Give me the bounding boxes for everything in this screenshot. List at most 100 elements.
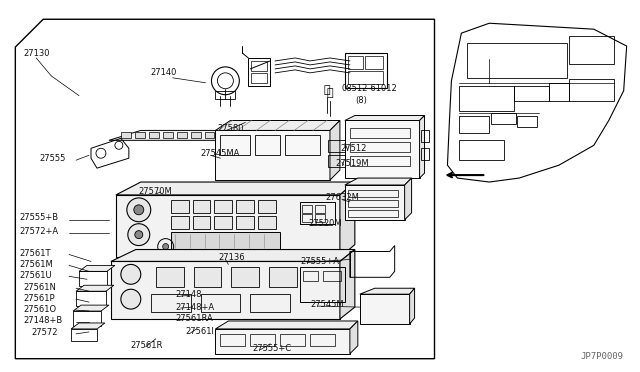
Bar — [348, 210, 397, 217]
Bar — [193, 216, 211, 229]
Text: 27555: 27555 — [39, 154, 65, 163]
Bar — [250, 334, 275, 346]
Polygon shape — [340, 182, 355, 257]
Polygon shape — [76, 285, 114, 291]
Circle shape — [134, 205, 144, 215]
Circle shape — [121, 264, 141, 284]
Bar — [218, 132, 228, 138]
Bar — [467, 43, 567, 78]
Bar — [280, 334, 305, 346]
Text: Ⓢ: Ⓢ — [326, 88, 333, 98]
Text: 27148+A: 27148+A — [175, 302, 215, 312]
Bar — [514, 86, 549, 101]
Circle shape — [163, 244, 169, 250]
Bar — [232, 267, 259, 287]
Polygon shape — [410, 288, 415, 324]
Bar — [350, 128, 410, 138]
Bar — [348, 190, 397, 197]
Circle shape — [128, 224, 150, 246]
Text: 27136: 27136 — [218, 253, 245, 262]
Text: 27555+A: 27555+A — [300, 257, 339, 266]
Text: 27632M: 27632M — [325, 193, 359, 202]
Bar — [193, 267, 221, 287]
Bar — [151, 294, 191, 312]
Text: 27580: 27580 — [218, 124, 244, 133]
Polygon shape — [111, 262, 340, 319]
Bar — [302, 132, 312, 138]
Bar — [269, 267, 297, 287]
Bar — [252, 61, 268, 71]
Circle shape — [127, 198, 151, 222]
Circle shape — [135, 231, 143, 238]
Text: 27561M: 27561M — [19, 260, 53, 269]
Bar — [255, 135, 280, 155]
Text: 27148+B: 27148+B — [23, 317, 63, 326]
Bar — [300, 267, 345, 302]
Polygon shape — [116, 195, 340, 257]
Bar — [310, 334, 335, 346]
Polygon shape — [216, 321, 358, 329]
Text: 27555+C: 27555+C — [252, 344, 291, 353]
Text: 27561O: 27561O — [23, 305, 56, 314]
Bar — [171, 216, 189, 229]
Bar — [200, 294, 241, 312]
Text: 27570M: 27570M — [139, 187, 173, 196]
Bar — [285, 135, 320, 155]
Text: 27130: 27130 — [23, 48, 50, 58]
Bar — [171, 232, 280, 250]
Circle shape — [121, 289, 141, 309]
Bar — [517, 116, 537, 128]
Bar — [460, 116, 489, 134]
Text: 27545M: 27545M — [310, 299, 344, 309]
Bar — [300, 202, 335, 224]
Bar — [569, 79, 614, 101]
Bar — [163, 132, 173, 138]
Text: 27561l: 27561l — [186, 327, 214, 336]
Text: 27148: 27148 — [175, 290, 202, 299]
Polygon shape — [116, 182, 355, 195]
Polygon shape — [109, 131, 330, 140]
Bar — [193, 200, 211, 213]
Bar — [135, 132, 145, 138]
Bar — [420, 131, 429, 142]
Bar — [236, 200, 254, 213]
Bar — [156, 267, 184, 287]
Bar — [348, 56, 363, 69]
Bar — [350, 156, 410, 166]
Bar — [259, 216, 276, 229]
Bar — [323, 271, 341, 281]
Text: 27561R: 27561R — [131, 341, 163, 350]
Bar — [315, 214, 325, 222]
Polygon shape — [216, 121, 340, 131]
Polygon shape — [360, 294, 410, 324]
Bar — [328, 140, 348, 152]
Bar — [220, 135, 250, 155]
Text: 27561T: 27561T — [19, 249, 51, 258]
Bar — [205, 132, 214, 138]
Bar — [460, 86, 514, 110]
Bar — [236, 216, 254, 229]
Polygon shape — [345, 116, 424, 121]
Text: 08512-61012: 08512-61012 — [342, 84, 397, 93]
Bar — [420, 148, 429, 160]
Polygon shape — [360, 288, 415, 294]
Text: 27545MA: 27545MA — [200, 149, 240, 158]
Bar — [348, 71, 383, 84]
Text: Ⓢ: Ⓢ — [324, 85, 330, 95]
Bar — [303, 271, 318, 281]
Text: 27519M: 27519M — [335, 159, 369, 168]
Bar — [460, 140, 504, 160]
Text: 27572: 27572 — [31, 328, 58, 337]
Polygon shape — [111, 250, 355, 262]
Bar — [288, 132, 298, 138]
Text: JP7P0009: JP7P0009 — [580, 352, 623, 361]
Bar — [348, 200, 397, 207]
Bar — [171, 200, 189, 213]
Polygon shape — [73, 305, 109, 311]
Text: 27512: 27512 — [340, 144, 366, 153]
Polygon shape — [79, 265, 115, 271]
Polygon shape — [330, 121, 340, 180]
Bar — [248, 58, 270, 86]
Bar — [246, 132, 256, 138]
Bar — [220, 334, 245, 346]
